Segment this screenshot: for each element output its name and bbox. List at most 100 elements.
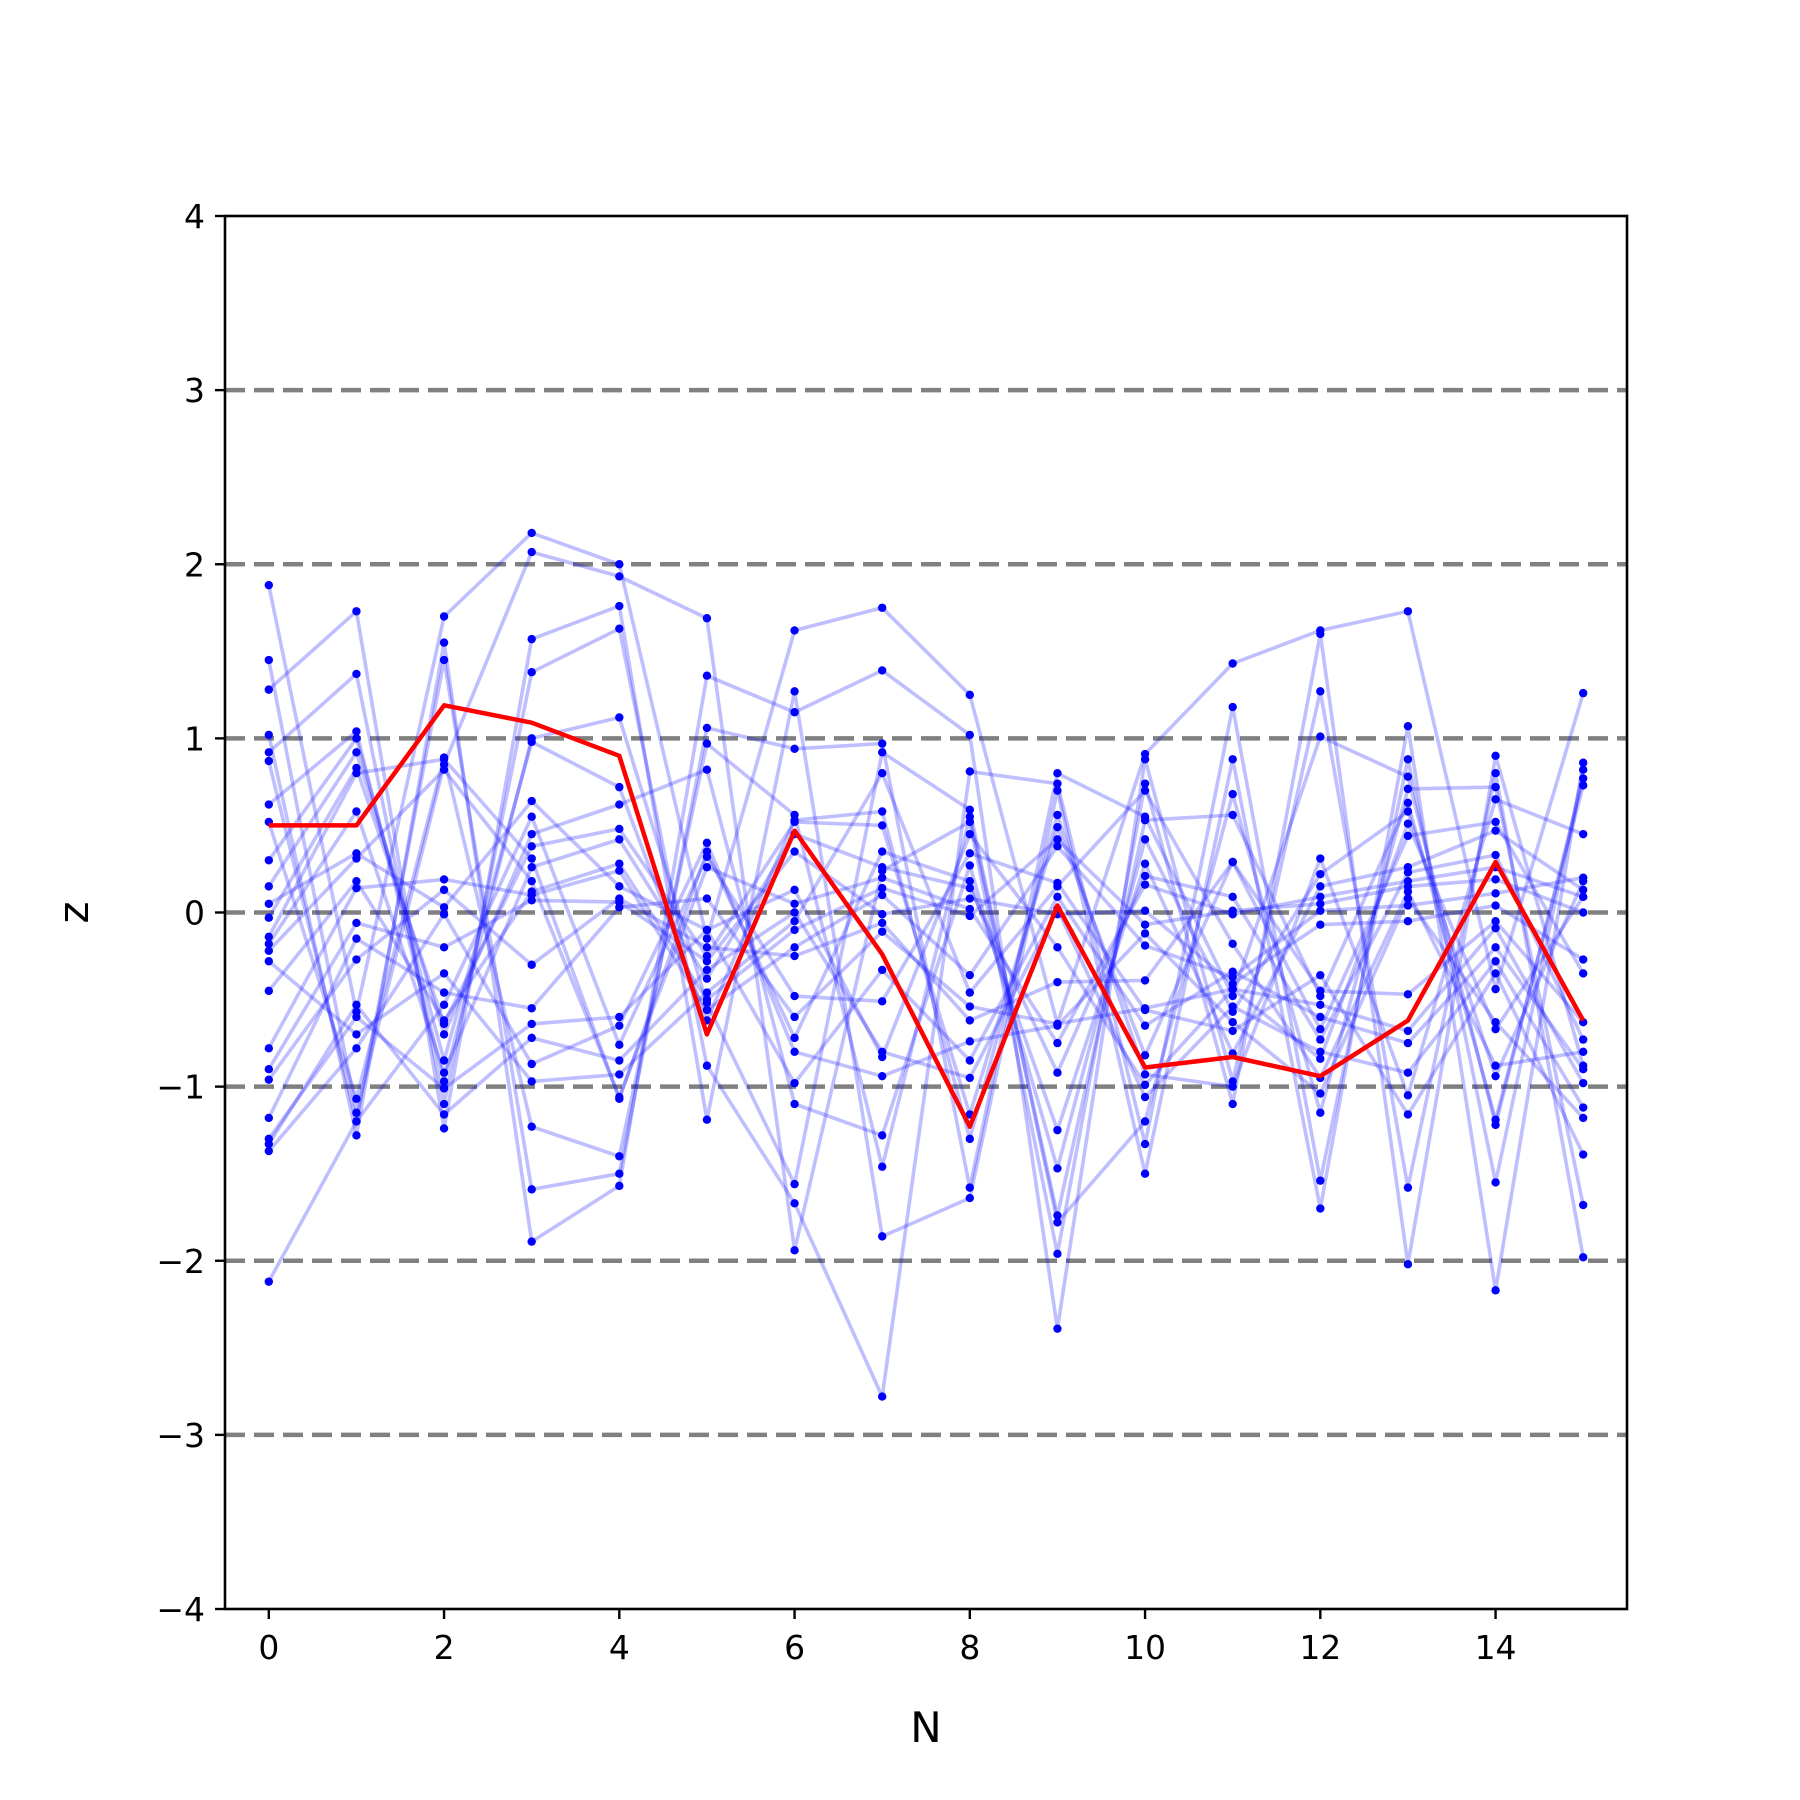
data-point — [615, 601, 624, 611]
background-series-line — [267, 741, 1585, 1218]
data-point — [439, 1099, 449, 1109]
data-point — [1316, 1176, 1325, 1185]
data-point — [615, 800, 624, 809]
data-point — [1053, 822, 1062, 832]
data-point — [264, 1113, 274, 1123]
data-point — [439, 1000, 449, 1009]
data-point — [527, 1033, 536, 1043]
data-point — [527, 547, 536, 557]
data-point — [352, 748, 361, 757]
data-point — [965, 883, 975, 893]
data-point — [1491, 901, 1500, 910]
data-point — [439, 1124, 449, 1133]
data-point — [790, 1012, 799, 1022]
data-point — [1053, 810, 1062, 820]
data-point — [1491, 826, 1500, 835]
data-point — [264, 1277, 274, 1286]
data-point — [790, 1033, 799, 1043]
data-point — [439, 655, 449, 665]
data-point — [439, 910, 449, 919]
data-point — [1140, 880, 1150, 889]
data-point — [965, 988, 975, 997]
data-point — [1578, 1113, 1588, 1123]
data-point — [1403, 894, 1413, 903]
background-series-line — [267, 736, 1584, 1141]
background-series-line — [267, 767, 1584, 1099]
data-point — [877, 863, 887, 872]
y-tick-label: −3 — [156, 1416, 205, 1455]
data-point — [965, 1037, 975, 1046]
data-point — [439, 1068, 449, 1077]
data-point — [790, 925, 799, 935]
data-point — [1578, 774, 1588, 783]
background-series-line — [267, 896, 1585, 1119]
data-point — [965, 1016, 975, 1025]
x-tick-label: 6 — [784, 1628, 805, 1667]
data-point — [527, 896, 536, 905]
data-point — [1228, 1002, 1237, 1011]
data-point — [790, 991, 799, 1001]
data-point — [527, 1237, 536, 1246]
data-point — [1403, 1260, 1413, 1269]
background-series-line — [267, 837, 1584, 1023]
data-point — [352, 769, 361, 778]
data-point — [877, 1162, 887, 1171]
data-point — [527, 854, 536, 863]
data-point — [877, 1071, 887, 1081]
data-point — [1491, 1017, 1500, 1027]
data-point — [527, 960, 536, 969]
data-point — [1140, 1080, 1150, 1090]
data-point — [615, 835, 624, 844]
background-series-line — [267, 658, 1585, 1192]
highlight-series-line — [268, 703, 1586, 1129]
data-point — [527, 796, 536, 806]
data-point — [439, 988, 449, 997]
x-tick-label: 10 — [1124, 1628, 1166, 1667]
data-point — [439, 1056, 449, 1065]
data-point — [615, 713, 624, 722]
background-series-points — [264, 528, 1588, 1401]
data-point — [790, 687, 799, 696]
data-point — [702, 671, 712, 680]
data-point — [1140, 755, 1150, 764]
data-point — [1316, 869, 1325, 879]
data-point — [1053, 1324, 1062, 1333]
data-point — [439, 903, 449, 912]
data-point — [1578, 1047, 1588, 1057]
data-point — [1578, 1200, 1588, 1210]
data-point — [264, 946, 274, 956]
data-point — [352, 727, 361, 736]
data-point — [965, 1183, 975, 1192]
background-series-line — [267, 766, 1585, 1117]
data-point — [439, 875, 449, 884]
data-point — [1316, 1000, 1325, 1009]
data-point — [965, 876, 975, 886]
data-point — [615, 882, 624, 891]
data-point — [1228, 991, 1237, 1001]
data-point — [1578, 688, 1588, 698]
data-point — [615, 560, 624, 569]
data-point — [352, 669, 361, 679]
data-point — [1140, 1169, 1150, 1178]
data-point — [1578, 873, 1588, 882]
data-point — [877, 873, 887, 882]
data-point — [1578, 765, 1588, 774]
data-point — [352, 1030, 361, 1039]
data-point — [1403, 607, 1413, 616]
data-point — [439, 1030, 449, 1039]
data-point — [702, 739, 712, 748]
data-point — [702, 852, 712, 861]
data-point — [1053, 1038, 1062, 1048]
data-point — [1228, 1017, 1237, 1027]
background-series-line — [267, 799, 1585, 1087]
x-tick-label: 2 — [434, 1628, 455, 1667]
data-point — [877, 666, 887, 675]
data-point — [1053, 977, 1062, 987]
y-tick-label: −2 — [156, 1242, 205, 1281]
data-point — [439, 943, 449, 952]
data-point — [264, 756, 274, 766]
y-tick-label: −4 — [156, 1590, 205, 1629]
data-point — [1228, 906, 1237, 915]
background-series-line — [267, 849, 1585, 1071]
background-series-line — [267, 757, 1585, 1132]
